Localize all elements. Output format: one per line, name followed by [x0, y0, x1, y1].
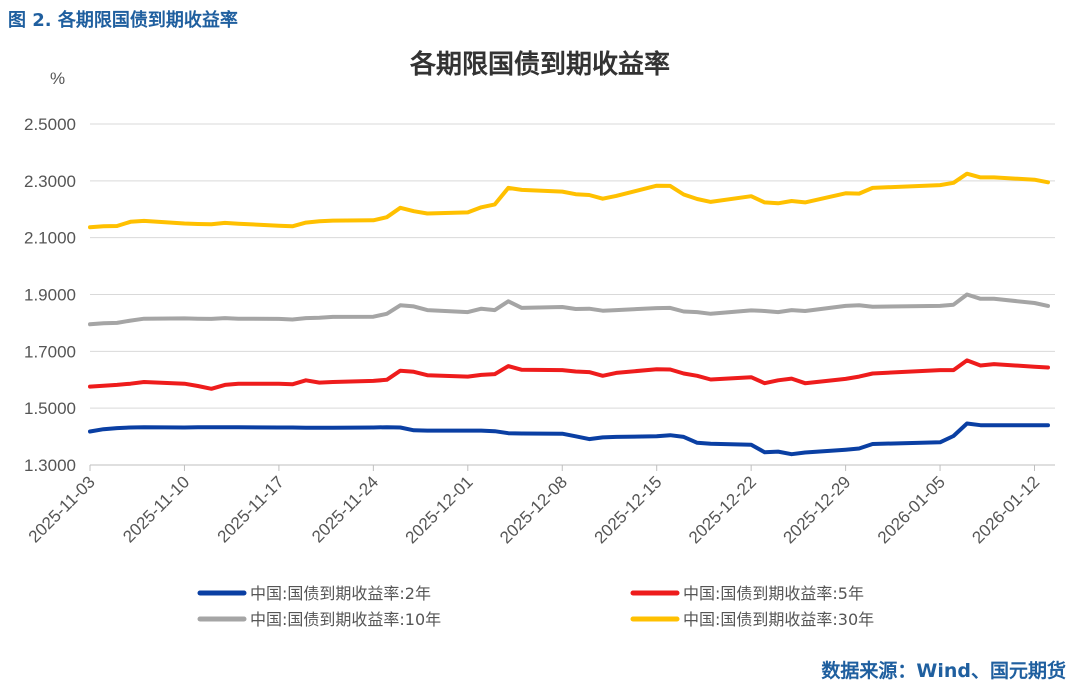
- x-tick-label: 2025-12-01: [402, 472, 477, 547]
- y-tick-label: 1.5000: [24, 399, 76, 418]
- x-tick-label: 2025-12-29: [780, 472, 855, 547]
- x-tick-label: 2025-11-17: [214, 472, 288, 546]
- legend-label: 中国:国债到期收益率:5年: [683, 584, 864, 603]
- data-source: 数据来源：Wind、国元期货: [821, 660, 1066, 682]
- y-tick-label: 1.3000: [24, 456, 76, 475]
- y-unit-label: %: [50, 69, 65, 88]
- y-axis: % 1.3000 1.5000 1.7000 1.9000 2.1000 2.3000 2.5…: [24, 69, 76, 475]
- series-line-3: [88, 292, 1050, 327]
- x-tick-label: 2025-11-24: [308, 472, 382, 546]
- figure-caption: 图 2. 各期限国债到期收益率: [8, 10, 238, 31]
- legend: 中国:国债到期收益率:2年 中国:国债到期收益率:5年中国:国债到期收益率:10年…: [197, 584, 874, 629]
- series-line-4: [88, 171, 1050, 230]
- x-tick-label: 2025-12-08: [496, 472, 571, 547]
- legend-label: 中国:国债到期收益率:30年: [683, 610, 874, 629]
- y-tick-label: 1.9000: [24, 286, 76, 305]
- y-tick-label: 2.1000: [24, 229, 76, 248]
- x-tick-label: 2025-12-22: [685, 472, 760, 547]
- x-tick-label: 2026-01-12: [968, 472, 1043, 547]
- y-tick-label: 2.3000: [24, 172, 76, 191]
- series-lines: [88, 171, 1050, 457]
- x-tick-label: 2025-12-15: [591, 472, 666, 547]
- x-tick-label: 2025-11-10: [119, 472, 193, 546]
- legend-label: 中国:国债到期收益率:2年: [250, 584, 431, 603]
- x-axis: 2025-11-03 2025-11-10 2025-11-17 2025-11-24…: [25, 464, 1055, 547]
- chart-title: 各期限国债到期收益率: [409, 50, 670, 80]
- x-tick-label: 2025-11-03: [25, 472, 99, 546]
- series-line-1: [88, 421, 1050, 457]
- grid-lines: [90, 123, 1055, 409]
- y-tick-label: 2.5000: [24, 115, 76, 134]
- y-tick-label: 1.7000: [24, 342, 76, 361]
- series-line-2: [88, 358, 1050, 391]
- legend-label: 中国:国债到期收益率:10年: [250, 610, 441, 629]
- x-tick-label: 2026-01-05: [874, 472, 949, 547]
